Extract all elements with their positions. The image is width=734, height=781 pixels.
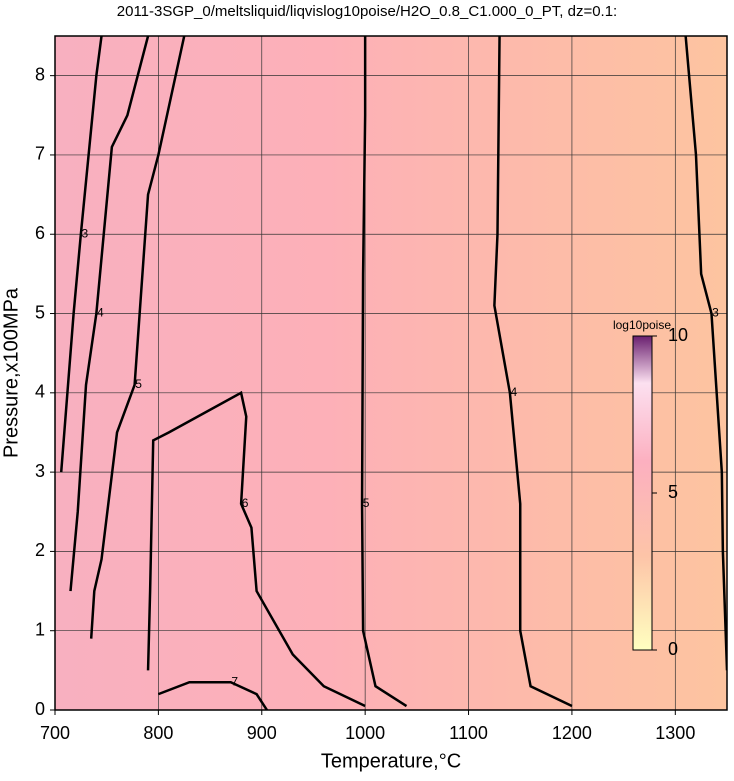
contour-line <box>493 36 573 708</box>
y-tick-label: 8 <box>35 64 45 84</box>
contour-label: 6 <box>242 496 249 510</box>
x-tick-label: 800 <box>143 723 173 743</box>
plot-frame <box>54 35 728 711</box>
contour-label: 4 <box>511 385 518 399</box>
colorbar <box>632 335 653 651</box>
y-tick-label: 5 <box>35 302 45 322</box>
plot-area <box>55 36 727 710</box>
colorbar-tick-label: 0 <box>668 639 678 659</box>
contour-line <box>59 36 103 473</box>
contour-line <box>360 36 408 708</box>
x-tick-label: 1200 <box>552 723 592 743</box>
colorbar-tick-label: 10 <box>668 325 688 345</box>
y-tick-label: 1 <box>35 619 45 639</box>
x-tick-label: 700 <box>40 723 70 743</box>
contour-line <box>684 36 727 671</box>
contour-label: 3 <box>82 226 89 240</box>
contour-label: 7 <box>231 674 238 688</box>
contour-line <box>146 390 366 708</box>
colorbar-tick-label: 5 <box>668 482 678 502</box>
y-tick-label: 6 <box>35 223 45 243</box>
contour-label: 4 <box>97 306 104 320</box>
chart-title: 2011-3SGP_0/meltsliquid/liqvislog10poise… <box>117 3 617 20</box>
y-tick-label: 2 <box>35 540 45 560</box>
y-tick-label: 7 <box>35 144 45 164</box>
grid-group <box>55 36 727 710</box>
x-tick-label: 900 <box>247 723 277 743</box>
x-tick-label: 1300 <box>655 723 695 743</box>
x-tick-label: 1000 <box>345 723 385 743</box>
y-tick-label: 4 <box>35 382 45 402</box>
contour-label: 5 <box>363 496 370 510</box>
contour-label: 3 <box>712 306 719 320</box>
contour-line <box>89 36 186 639</box>
contour-label: 5 <box>135 377 142 391</box>
contour-line <box>157 680 268 710</box>
y-tick-label: 3 <box>35 461 45 481</box>
contour-line <box>69 36 150 592</box>
colorbar-label: log10poise <box>613 318 671 332</box>
y-axis-label: Pressure,x100MPa <box>0 287 22 458</box>
x-tick-label: 1100 <box>449 723 488 743</box>
y-tick-label: 0 <box>35 699 45 719</box>
contour-group: 5 4 3 6 7 5 4 3 <box>59 36 727 710</box>
x-axis-label: Temperature,°C <box>321 750 461 772</box>
